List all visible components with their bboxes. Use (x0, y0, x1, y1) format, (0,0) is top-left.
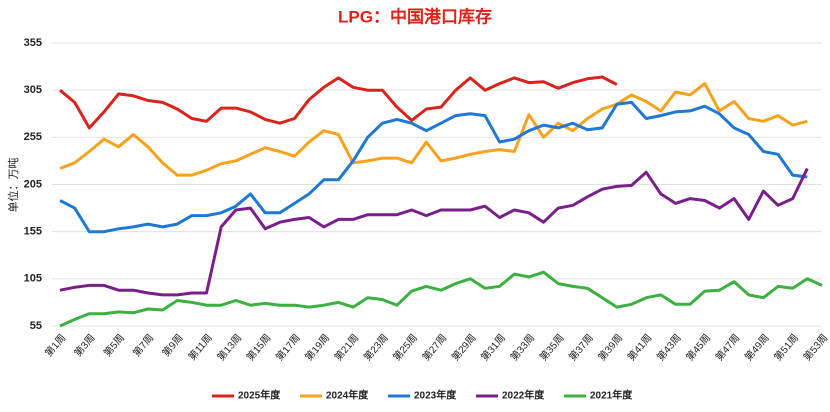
x-tick-label: 第49周 (742, 331, 772, 363)
x-tick-label: 第15周 (244, 331, 274, 363)
y-tick-label: 255 (24, 131, 42, 143)
x-tick-label: 第23周 (361, 331, 391, 363)
y-tick-label: 205 (24, 178, 42, 190)
x-tick-label: 第11周 (185, 331, 214, 363)
x-tick-label: 第13周 (214, 331, 244, 363)
x-tick-label: 第21周 (331, 331, 361, 363)
x-tick-label: 第45周 (683, 331, 713, 363)
series-line (59, 100, 808, 234)
x-tick-label: 第1周 (42, 331, 68, 359)
series-line (59, 167, 809, 297)
y-tick-label: 105 (24, 273, 42, 285)
x-tick-label: 第9周 (159, 331, 185, 359)
legend-label: 2025年度 (238, 389, 281, 402)
x-tick-label: 第41周 (625, 331, 655, 363)
legend-label: 2024年度 (326, 389, 369, 402)
legend-label: 2021年度 (590, 389, 633, 402)
y-tick-label: 355 (24, 37, 42, 49)
x-tick-label: 第29周 (449, 331, 479, 363)
legend-label: 2023年度 (414, 389, 457, 402)
x-tick-label: 第31周 (478, 331, 508, 363)
x-tick-label: 第37周 (566, 331, 596, 363)
y-tick-label: 55 (30, 320, 42, 332)
chart-title: LPG：中国港口库存 (338, 6, 492, 26)
x-tick-label: 第43周 (654, 331, 684, 363)
x-tick-label: 第35周 (537, 331, 567, 363)
x-tick-label: 第17周 (273, 331, 303, 363)
x-tick-label: 第27周 (419, 331, 449, 363)
series-line (59, 75, 618, 130)
x-tick-label: 第53周 (800, 331, 830, 363)
series-line (59, 82, 808, 177)
y-axis-label: 单位：万吨 (6, 158, 20, 213)
x-tick-label: 第47周 (712, 331, 742, 363)
x-tick-label: 第5周 (101, 331, 127, 359)
legend-label: 2022年度 (502, 389, 545, 402)
x-tick-label: 第25周 (390, 331, 420, 363)
series-line (59, 270, 823, 328)
y-tick-label: 155 (24, 226, 42, 238)
x-tick-label: 第3周 (71, 331, 97, 359)
x-tick-label: 第19周 (302, 331, 332, 363)
x-tick-label: 第7周 (130, 331, 156, 359)
x-tick-label: 第33周 (507, 331, 537, 363)
y-tick-label: 305 (24, 84, 42, 96)
x-tick-label: 第51周 (771, 331, 801, 363)
x-tick-label: 第39周 (595, 331, 625, 363)
